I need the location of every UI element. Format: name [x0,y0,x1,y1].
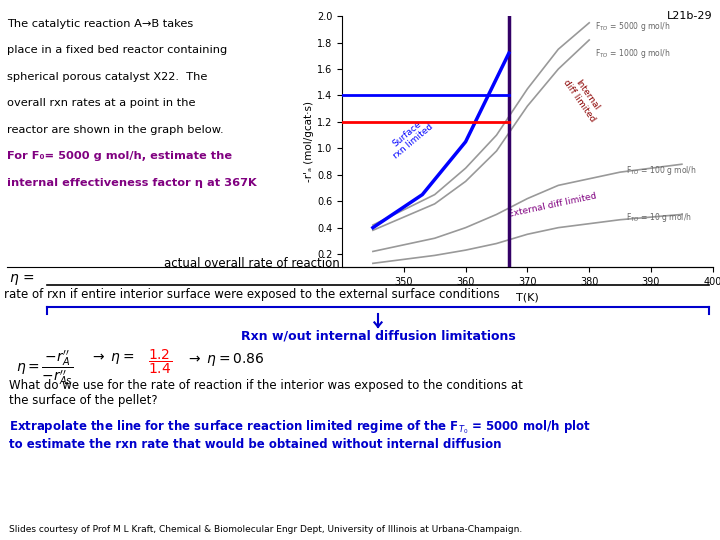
Text: What do we use for the rate of reaction if the interior was exposed to the condi: What do we use for the rate of reaction … [9,379,523,407]
Text: Slides courtesy of Prof M L Kraft, Chemical & Biomolecular Engr Dept, University: Slides courtesy of Prof M L Kraft, Chemi… [9,524,522,534]
Text: The catalytic reaction A→B takes: The catalytic reaction A→B takes [7,19,194,29]
Y-axis label: -r'ₐ (mol/gcat·s): -r'ₐ (mol/gcat·s) [304,102,314,183]
Text: overall rxn rates at a point in the: overall rxn rates at a point in the [7,98,196,109]
Text: place in a fixed bed reactor containing: place in a fixed bed reactor containing [7,45,228,56]
Text: internal effectiveness factor η at 367K: internal effectiveness factor η at 367K [7,178,257,188]
Text: F$_{TO}$ = 1000 g mol/h: F$_{TO}$ = 1000 g mol/h [595,46,671,60]
Text: actual overall rate of reaction: actual overall rate of reaction [164,257,340,270]
Text: $\rightarrow\;\eta = $: $\rightarrow\;\eta = $ [90,351,135,366]
Text: F$_{TO}$ = 5000 g mol/h: F$_{TO}$ = 5000 g mol/h [595,21,671,33]
Text: F$_{TO}$ = 100 g mol/h: F$_{TO}$ = 100 g mol/h [626,164,697,177]
Text: Rxn w/out internal diffusion limitations: Rxn w/out internal diffusion limitations [240,329,516,342]
Text: F$_{TO}$ = 10 g mol/h: F$_{TO}$ = 10 g mol/h [626,211,692,224]
Text: $\rightarrow\;\eta = 0.86$: $\rightarrow\;\eta = 0.86$ [186,351,264,368]
Text: Surface
rxn limited: Surface rxn limited [385,114,435,161]
Text: L21b-29: L21b-29 [667,11,713,21]
Text: Extrapolate the line for the surface reaction limited regime of the F$_{T_0}$ = : Extrapolate the line for the surface rea… [9,418,591,451]
Text: rate of rxn if entire interior surface were exposed to the external surface cond: rate of rxn if entire interior surface w… [4,288,500,301]
Text: reactor are shown in the graph below.: reactor are shown in the graph below. [7,125,224,135]
Text: External diff limited: External diff limited [507,191,597,219]
X-axis label: T(K): T(K) [516,293,539,302]
Text: spherical porous catalyst X22.  The: spherical porous catalyst X22. The [7,72,207,82]
Text: Internal
diff limited: Internal diff limited [561,72,605,124]
Text: $\dfrac{1.2}{1.4}$: $\dfrac{1.2}{1.4}$ [148,348,171,376]
Text: $\eta$ =: $\eta$ = [9,272,34,287]
Text: $\eta = \dfrac{-r^{\prime\prime}_{A}}{-r^{\prime\prime}_{As}}$: $\eta = \dfrac{-r^{\prime\prime}_{A}}{-r… [16,348,73,387]
Text: For F₀= 5000 g mol/h, estimate the: For F₀= 5000 g mol/h, estimate the [7,151,233,161]
